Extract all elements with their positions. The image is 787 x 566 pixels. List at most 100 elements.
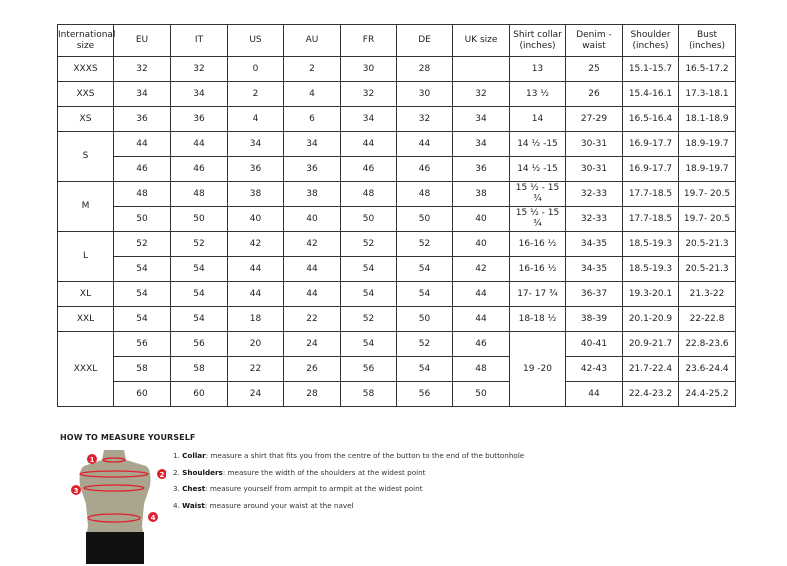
measurement-cell: 24.4-25.2 bbox=[678, 381, 736, 407]
size-cell: 54 bbox=[113, 306, 171, 332]
size-cell: 40 bbox=[452, 206, 510, 232]
size-cell: 30 bbox=[396, 81, 453, 107]
size-cell: 32 bbox=[113, 56, 171, 82]
column-header: Denim - waist bbox=[565, 24, 623, 57]
size-cell: 60 bbox=[170, 381, 228, 407]
size-cell: 24 bbox=[283, 331, 341, 357]
size-cell: 36 bbox=[113, 106, 171, 132]
column-header: Shirt collar (inches) bbox=[509, 24, 566, 57]
size-cell: 50 bbox=[113, 206, 171, 232]
table-row: XS 36 36 4 6 34 32 34 14 27-29 16.5-16.4 18.1-18.9 bbox=[57, 106, 736, 132]
measurement-cell: 15.4-16.1 bbox=[622, 81, 679, 107]
size-cell: 44 bbox=[396, 131, 453, 157]
measurement-cell: 19.7- 20.5 bbox=[678, 206, 736, 232]
size-cell: 32 bbox=[396, 106, 453, 132]
size-cell: 48 bbox=[452, 356, 510, 382]
size-cell: 50 bbox=[170, 206, 228, 232]
size-cell: 6 bbox=[283, 106, 341, 132]
table-row: S 44 44 34 34 44 44 34 14 ½ -15 30-31 16.9-17.7 18.… bbox=[57, 131, 736, 182]
measurement-cell: 20.9-21.7 bbox=[622, 331, 679, 357]
table-row: XXS 34 34 2 4 32 30 32 13 ½ 26 15.4-16.1 17.3-18.1 bbox=[57, 81, 736, 107]
measurement-cell: 18.9-19.7 bbox=[678, 131, 736, 157]
size-cell: 38 bbox=[452, 181, 510, 207]
size-cell: 58 bbox=[340, 381, 397, 407]
measurement-cell: 20.5-21.3 bbox=[678, 256, 736, 282]
size-cell: 34 bbox=[340, 106, 397, 132]
size-cell: 34 bbox=[283, 131, 341, 157]
size-cell: 18 bbox=[227, 306, 284, 332]
size-cell: 52 bbox=[340, 231, 397, 257]
size-cell: 44 bbox=[113, 131, 171, 157]
table-row: XXXS 32 32 0 2 30 28 13 25 15.1-15.7 16.5-17.2 bbox=[57, 56, 736, 82]
table-row: L 52 52 42 42 52 52 40 16-16 ½ 34-35 18.5-19.3 20.5… bbox=[57, 231, 736, 282]
collar-cell: 14 bbox=[509, 106, 566, 132]
measurement-cell: 38-39 bbox=[565, 306, 623, 332]
size-cell: 52 bbox=[113, 231, 171, 257]
size-cell: 22 bbox=[283, 306, 341, 332]
size-cell: 44 bbox=[283, 256, 341, 282]
size-cell: 56 bbox=[340, 356, 397, 382]
size-cell bbox=[452, 56, 510, 82]
measurement-cell: 17.3-18.1 bbox=[678, 81, 736, 107]
size-cell: 54 bbox=[396, 281, 453, 307]
column-header: US bbox=[227, 24, 284, 57]
size-cell: 46 bbox=[396, 156, 453, 182]
size-cell: 28 bbox=[283, 381, 341, 407]
measurement-cell: 16.9-17.7 bbox=[622, 131, 679, 157]
measurement-cell: 16.5-17.2 bbox=[678, 56, 736, 82]
collar-cell: 18-18 ½ bbox=[509, 306, 566, 332]
measurement-cell: 21.7-22.4 bbox=[622, 356, 679, 382]
size-cell: 54 bbox=[113, 256, 171, 282]
table-row: XXXL 56 56 20 24 54 52 46 19 -20 40-41 20.9-21.7 22… bbox=[57, 331, 736, 407]
international-size-cell: XL bbox=[57, 281, 114, 307]
size-cell: 30 bbox=[340, 56, 397, 82]
measurement-cell: 30-31 bbox=[565, 131, 623, 157]
size-cell: 54 bbox=[340, 256, 397, 282]
column-header: AU bbox=[283, 24, 341, 57]
size-cell: 4 bbox=[283, 81, 341, 107]
size-cell: 4 bbox=[227, 106, 284, 132]
size-cell: 34 bbox=[170, 81, 228, 107]
measurement-cell: 22-22.8 bbox=[678, 306, 736, 332]
measurement-cell: 16.5-16.4 bbox=[622, 106, 679, 132]
column-header: IT bbox=[170, 24, 228, 57]
size-cell: 56 bbox=[396, 381, 453, 407]
size-cell: 44 bbox=[227, 281, 284, 307]
svg-text:4: 4 bbox=[151, 514, 156, 522]
size-cell: 28 bbox=[396, 56, 453, 82]
measurement-cell: 25 bbox=[565, 56, 623, 82]
size-cell: 54 bbox=[340, 281, 397, 307]
measurement-cell: 18.1-18.9 bbox=[678, 106, 736, 132]
measurement-cell: 21.3-22 bbox=[678, 281, 736, 307]
size-cell: 58 bbox=[170, 356, 228, 382]
measurement-cell: 18.5-19.3 bbox=[622, 231, 679, 257]
torso-measurement-figure: 1 2 3 4 bbox=[71, 450, 166, 564]
collar-cell: 14 ½ -15 bbox=[509, 131, 566, 157]
measurement-cell: 17.7-18.5 bbox=[622, 206, 679, 232]
collar-cell: 15 ½ - 15 ¾ bbox=[509, 181, 566, 207]
size-cell: 36 bbox=[227, 156, 284, 182]
size-cell: 54 bbox=[340, 331, 397, 357]
size-cell: 54 bbox=[113, 281, 171, 307]
international-size-cell: M bbox=[57, 181, 114, 232]
shorts-shape bbox=[86, 532, 144, 564]
collar-cell: 16-16 ½ bbox=[509, 231, 566, 257]
measurement-cell: 22.8-23.6 bbox=[678, 331, 736, 357]
size-cell: 44 bbox=[227, 256, 284, 282]
size-cell: 52 bbox=[170, 231, 228, 257]
column-header: International size bbox=[57, 24, 115, 57]
size-cell: 56 bbox=[170, 331, 228, 357]
size-cell: 44 bbox=[452, 306, 510, 332]
size-cell: 54 bbox=[396, 256, 453, 282]
size-cell: 32 bbox=[170, 56, 228, 82]
measurement-cell: 40-41 bbox=[565, 331, 623, 357]
table-row: M 48 48 38 38 48 48 38 15 ½ - 15 ¾ 32-33 17.7-18.5… bbox=[57, 181, 736, 232]
size-cell: 38 bbox=[227, 181, 284, 207]
measurement-cell: 30-31 bbox=[565, 156, 623, 182]
international-size-cell: XXS bbox=[57, 81, 114, 107]
measure-title: HOW TO MEASURE YOURSELF bbox=[60, 433, 196, 442]
column-header: Bust (inches) bbox=[678, 24, 736, 57]
size-cell: 52 bbox=[340, 306, 397, 332]
size-cell: 44 bbox=[170, 131, 228, 157]
size-cell: 46 bbox=[170, 156, 228, 182]
